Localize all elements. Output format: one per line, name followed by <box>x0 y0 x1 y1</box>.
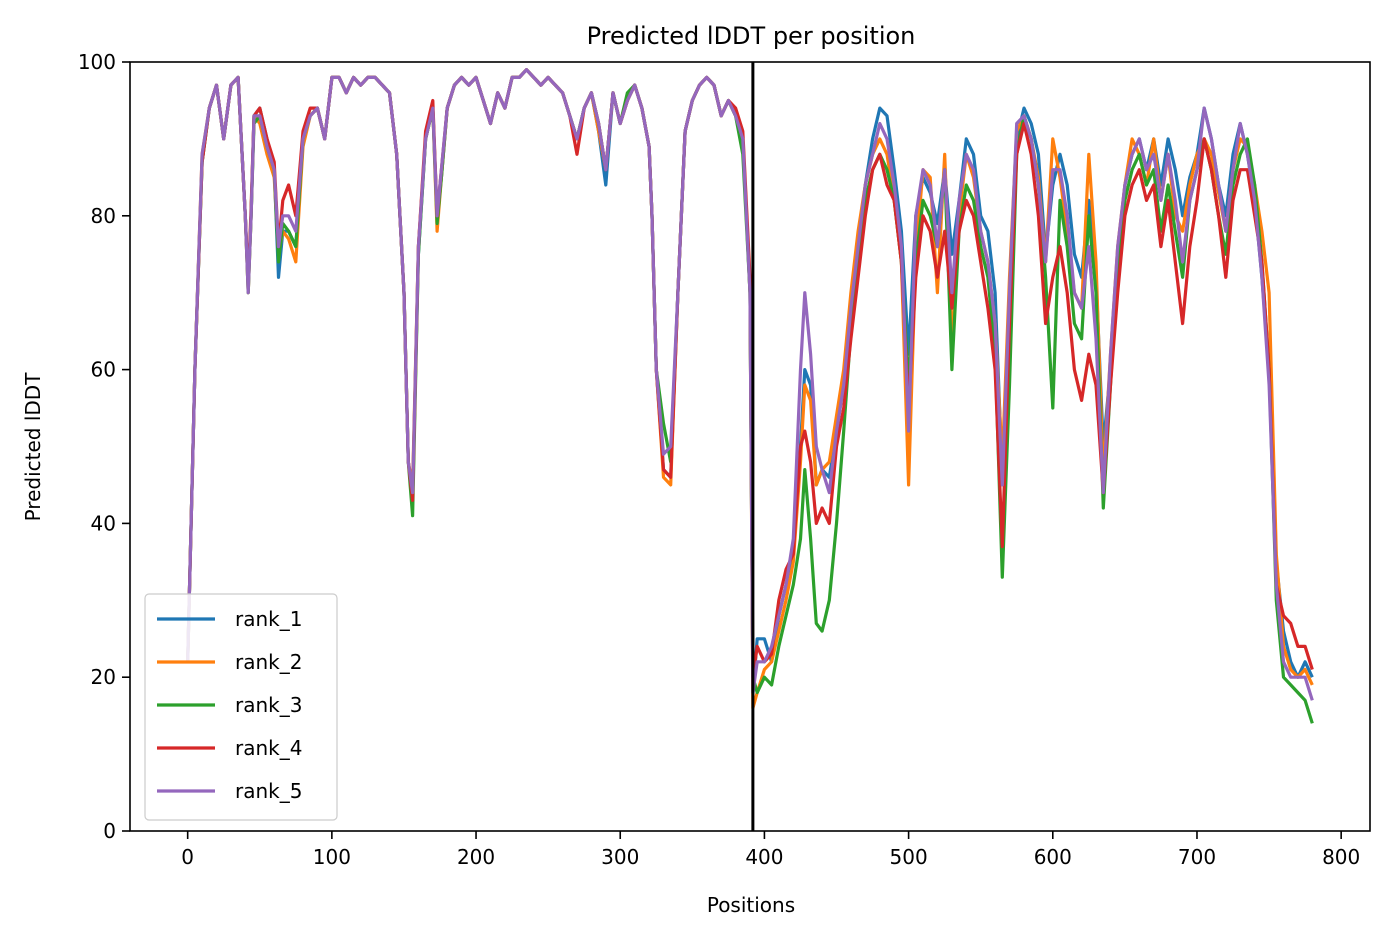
x-axis: 0 100 200 300 400 500 600 700 800 <box>181 831 1360 869</box>
x-tick-label: 0 <box>181 845 194 869</box>
series-line-rank-5 <box>186 68 1314 701</box>
x-tick-label: 300 <box>601 845 639 869</box>
legend-label: rank_5 <box>235 779 302 803</box>
y-axis: 0 20 40 60 80 100 <box>78 50 130 843</box>
plot-frame <box>129 61 1371 832</box>
legend-box <box>144 593 338 821</box>
x-tick-label: 800 <box>1322 845 1360 869</box>
chart-title: Predicted lDDT per position <box>587 22 916 50</box>
y-axis-title: Predicted lDDT <box>21 372 45 522</box>
y-tick-label: 20 <box>91 665 116 689</box>
x-tick-label: 500 <box>890 845 928 869</box>
legend-label: rank_4 <box>235 736 302 760</box>
y-tick-label: 60 <box>91 358 116 382</box>
legend-label: rank_1 <box>235 607 302 631</box>
x-tick-label: 400 <box>745 845 783 869</box>
x-tick-label: 600 <box>1034 845 1072 869</box>
y-tick-label: 100 <box>78 50 116 74</box>
legend-label: rank_3 <box>235 693 302 717</box>
x-tick-label: 200 <box>457 845 495 869</box>
x-tick-label: 100 <box>313 845 351 869</box>
x-tick-label: 700 <box>1178 845 1216 869</box>
legend-label: rank_2 <box>235 650 302 674</box>
y-tick-label: 40 <box>91 511 116 535</box>
plot-lines <box>186 68 1314 724</box>
y-tick-label: 0 <box>103 819 116 843</box>
y-tick-label: 80 <box>91 204 116 228</box>
x-axis-title: Positions <box>707 893 795 917</box>
legend: rank_1 rank_2 rank_3 rank_4 rank_5 <box>144 593 338 821</box>
